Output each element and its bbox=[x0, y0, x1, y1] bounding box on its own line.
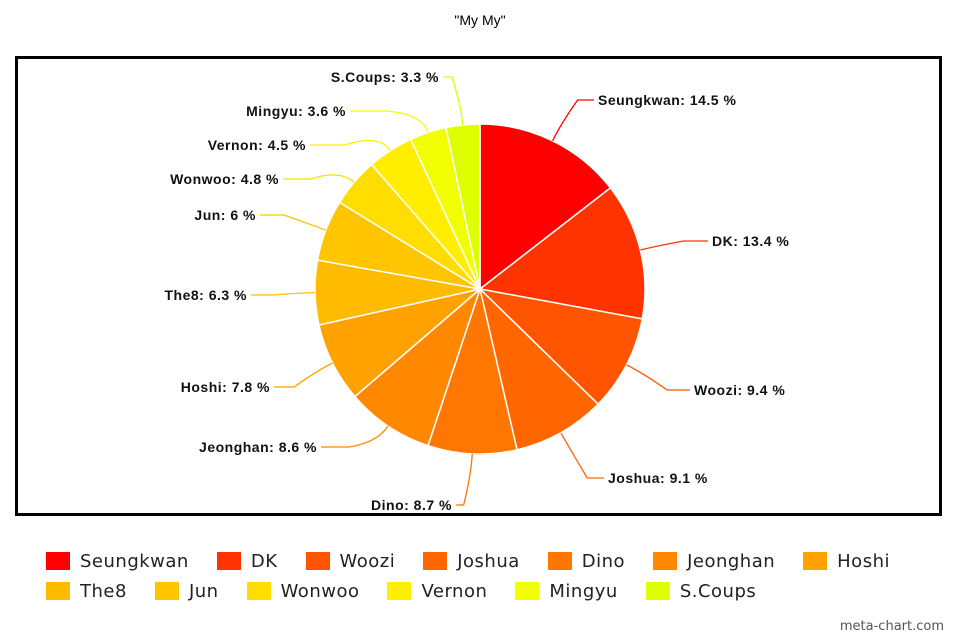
legend-label: Vernon bbox=[421, 580, 488, 602]
leader-line bbox=[251, 291, 316, 296]
pie-slice-jeonghan bbox=[353, 286, 482, 447]
legend-item: Jun bbox=[154, 580, 219, 602]
slice-label: Mingyu: 3.6 % bbox=[246, 103, 346, 119]
legend-label: DK bbox=[250, 550, 278, 572]
slice-label: Jun: 6 % bbox=[194, 207, 256, 223]
legend-item: Woozi bbox=[305, 550, 396, 572]
leader-line bbox=[321, 425, 389, 448]
legend-label: S.Coups bbox=[679, 580, 757, 602]
legend-item: Vernon bbox=[387, 581, 487, 602]
leader-line bbox=[626, 364, 690, 391]
legend-swatch bbox=[387, 582, 412, 600]
watermark: meta-chart.com bbox=[839, 619, 944, 634]
legend-label: Joshua bbox=[457, 550, 520, 572]
legend-label: Wonwoo bbox=[280, 580, 360, 602]
legend-item: Wonwoo bbox=[246, 580, 360, 602]
legend-label: Woozi bbox=[339, 550, 396, 572]
slice-label: The8: 6.3 % bbox=[164, 287, 247, 303]
leader-line bbox=[274, 362, 333, 388]
legend-label: Jun bbox=[188, 580, 219, 602]
legend-swatch bbox=[46, 582, 70, 600]
slice-label: Wonwoo: 4.8 % bbox=[170, 171, 279, 187]
legend-label: Jeonghan bbox=[687, 550, 776, 572]
legend-row: Seungkwan DK Woozi Joshua Dino Jeonghan Hoshi bbox=[46, 546, 946, 576]
legend-swatch bbox=[46, 552, 70, 570]
legend: Seungkwan DK Woozi Joshua Dino Jeonghan Hoshi … bbox=[46, 546, 946, 606]
slice-label: Woozi: 9.4 % bbox=[694, 382, 785, 398]
legend-label: The8 bbox=[80, 580, 127, 602]
pie-slice-dino bbox=[427, 286, 518, 455]
legend-swatch bbox=[547, 552, 572, 570]
legend-item: Seungkwan bbox=[46, 551, 189, 572]
leader-line bbox=[560, 432, 604, 479]
legend-item: Dino bbox=[547, 550, 626, 572]
legend-item: The8 bbox=[46, 581, 127, 602]
legend-swatch bbox=[246, 582, 271, 600]
legend-swatch bbox=[515, 582, 540, 600]
slice-label: DK: 13.4 % bbox=[712, 233, 789, 249]
legend-item: Mingyu bbox=[515, 581, 617, 602]
slice-label: Hoshi: 7.8 % bbox=[181, 379, 270, 395]
legend-label: Hoshi bbox=[837, 550, 890, 572]
leader-line bbox=[350, 110, 429, 133]
slice-label: Vernon: 4.5 % bbox=[208, 137, 306, 153]
legend-swatch bbox=[645, 582, 670, 600]
slice-label: Dino: 8.7 % bbox=[371, 497, 452, 513]
legend-swatch bbox=[653, 552, 678, 570]
slice-label: Jeonghan: 8.6 % bbox=[199, 439, 317, 455]
chart-title: "My My" bbox=[454, 12, 506, 28]
leader-line bbox=[260, 214, 327, 231]
leader-line bbox=[310, 139, 391, 151]
legend-row: The8 Jun Wonwoo Vernon Mingyu S.Coups bbox=[46, 576, 946, 606]
legend-item: Joshua bbox=[423, 551, 520, 572]
legend-label: Mingyu bbox=[549, 580, 618, 602]
pie-slice-joshua bbox=[478, 286, 600, 451]
slice-label: Joshua: 9.1 % bbox=[608, 470, 708, 486]
leader-line bbox=[456, 453, 473, 506]
slice-label: Seungkwan: 14.5 % bbox=[598, 92, 736, 108]
legend-item: DK bbox=[216, 550, 278, 572]
legend-swatch bbox=[154, 582, 179, 600]
legend-swatch bbox=[423, 552, 448, 570]
legend-swatch bbox=[216, 552, 241, 570]
pie-slice-woozi bbox=[477, 287, 644, 406]
pie-slice-dk bbox=[478, 186, 646, 320]
plot-frame bbox=[15, 56, 942, 516]
leader-line bbox=[552, 99, 594, 142]
pie-slice-seungkwan bbox=[479, 123, 612, 291]
leader-line bbox=[640, 240, 708, 251]
legend-label: Dino bbox=[581, 550, 626, 572]
legend-label: Seungkwan bbox=[80, 550, 189, 572]
legend-swatch bbox=[305, 552, 330, 570]
slice-label: S.Coups: 3.3 % bbox=[331, 69, 439, 85]
legend-item: Hoshi bbox=[803, 551, 890, 572]
legend-item: S.Coups bbox=[645, 580, 757, 602]
leader-line bbox=[443, 76, 464, 125]
legend-item: Jeonghan bbox=[653, 551, 775, 572]
legend-swatch bbox=[803, 552, 828, 570]
leader-line bbox=[283, 174, 355, 183]
